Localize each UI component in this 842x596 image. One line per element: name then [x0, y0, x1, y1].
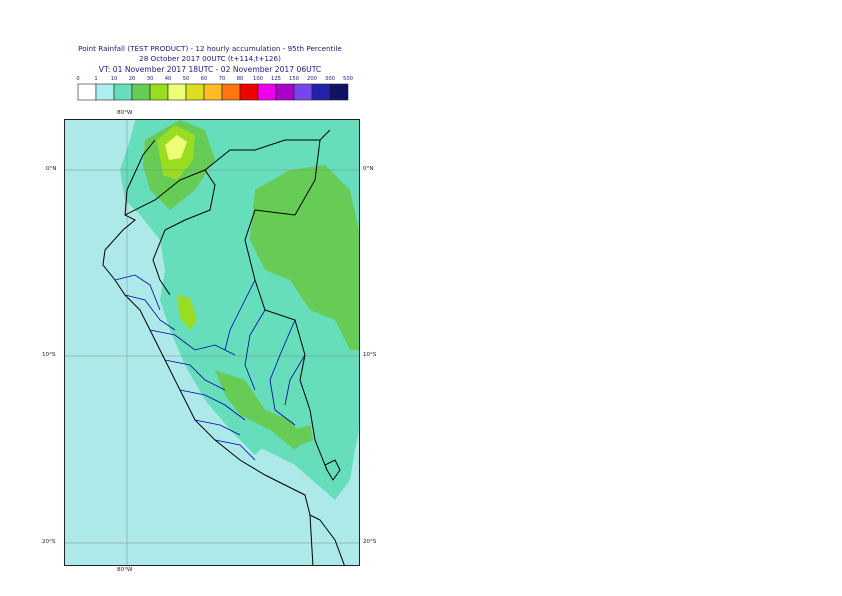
legend-swatch [293, 83, 313, 101]
legend-tick-label: 50 [183, 76, 190, 82]
chart-title: Point Rainfall (TEST PRODUCT) - 12 hourl… [78, 44, 342, 53]
lat-label-left-0: 0°N [46, 166, 57, 172]
base-time: 28 October 2017 00UTC (t+114,t+126) [139, 54, 281, 63]
legend-swatch [185, 83, 205, 101]
lon-label-bottom: 80°W [117, 567, 133, 573]
rain-20mm-south [215, 370, 305, 450]
legend-swatch [95, 83, 115, 101]
chile-border [309, 514, 345, 565]
rain-field [120, 120, 359, 500]
lat-label-left-1: 10°S [42, 352, 56, 358]
legend-swatch [221, 83, 241, 101]
legend-tick-label: 80 [237, 76, 244, 82]
legend-swatch [257, 83, 277, 101]
legend-swatch [311, 83, 331, 101]
legend-tick-label: 500 [343, 76, 353, 82]
rain-20mm-southeast [293, 425, 313, 445]
lat-label-right-0: 0°N [363, 166, 374, 172]
bolivia-border [324, 459, 341, 481]
legend-tick-label: 300 [325, 76, 335, 82]
legend-swatch [167, 83, 187, 101]
legend-tick-label: 0 [76, 76, 79, 82]
rain-40mm-north [165, 135, 187, 160]
legend-tick-label: 100 [253, 76, 263, 82]
legend-tick-label: 40 [165, 76, 172, 82]
brazil-border [244, 139, 328, 471]
legend-tick-label: 1 [94, 76, 97, 82]
map-panel [64, 119, 360, 566]
legend-tick-label: 10 [111, 76, 118, 82]
colombia-border [204, 129, 331, 171]
legend-swatch [203, 83, 223, 101]
legend-tick-label: 30 [147, 76, 154, 82]
ecuador-peru-border [124, 169, 216, 296]
legend-tick-label: 20 [129, 76, 136, 82]
legend-tick-label: 200 [307, 76, 317, 82]
lon-label-top: 80°W [117, 110, 133, 116]
rain-20mm-amazon [250, 165, 359, 350]
valid-time: VT: 01 November 2017 18UTC - 02 November… [98, 65, 322, 74]
country-borders [102, 129, 345, 565]
legend-tick-label: 150 [289, 76, 299, 82]
legend-tick-label: 60 [201, 76, 208, 82]
legend-swatch [329, 83, 349, 101]
color-legend: 0 1 10 20 30 40 50 60 70 80 100 125 150 200 300 500 [76, 76, 353, 101]
coastline [102, 139, 314, 565]
lat-label-left-2: 20°S [42, 539, 56, 545]
regional-borders [114, 274, 306, 461]
legend-tick-label: 70 [219, 76, 226, 82]
legend-swatch [149, 83, 169, 101]
lat-label-right-1: 10°S [363, 352, 377, 358]
legend-swatch [239, 83, 259, 101]
legend-tick-label: 125 [271, 76, 281, 82]
legend-swatch [77, 83, 97, 101]
legend-swatch [131, 83, 151, 101]
lat-label-right-2: 20°S [363, 539, 377, 545]
rain-30mm-central [177, 295, 197, 330]
rainfall-map [65, 120, 359, 565]
legend-swatch [275, 83, 295, 101]
legend-swatch [113, 83, 133, 101]
